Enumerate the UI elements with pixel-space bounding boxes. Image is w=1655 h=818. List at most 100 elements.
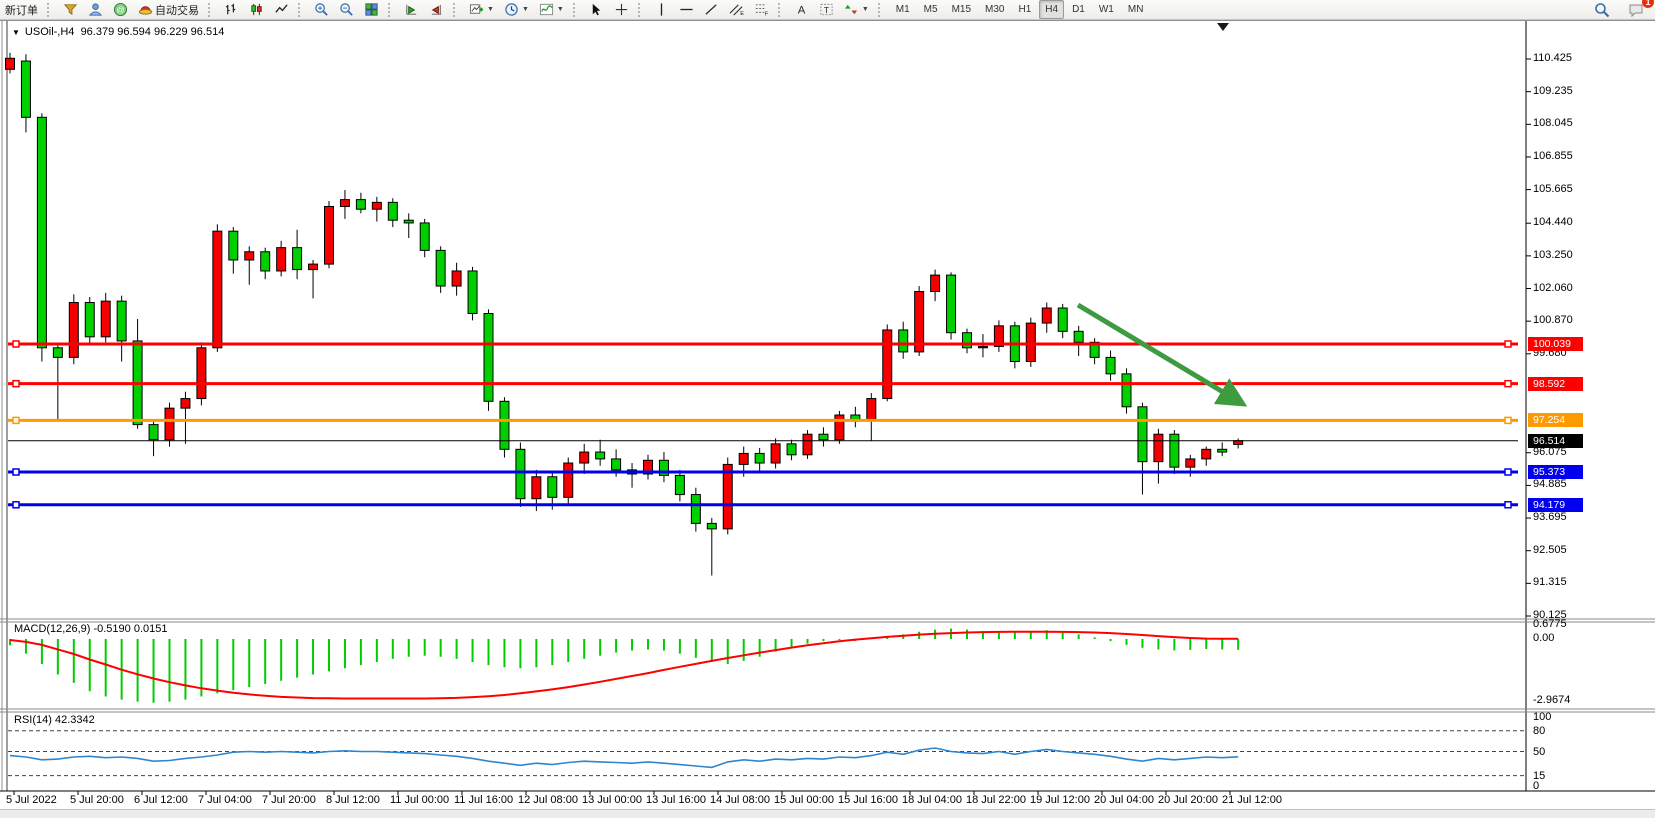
- svg-text:T: T: [824, 5, 829, 15]
- svg-text:E: E: [740, 11, 744, 17]
- timeframe-w1[interactable]: W1: [1098, 4, 1114, 15]
- rsi-indicator-label: RSI(14) 42.3342: [14, 714, 95, 726]
- toolbar-separator: [637, 2, 646, 17]
- hline-icon[interactable]: [675, 0, 698, 19]
- price-axis-label: 110.425: [1533, 52, 1572, 64]
- time-axis-label: 13 Jul 00:00: [582, 794, 642, 806]
- profile-icon[interactable]: [84, 0, 107, 19]
- price-axis-label: 100.870: [1533, 314, 1573, 327]
- text-label-icon[interactable]: T: [815, 0, 838, 19]
- zoom-out-icon[interactable]: [335, 0, 358, 19]
- rsi-axis-label: 100: [1533, 711, 1552, 723]
- price-axis-label: 94.885: [1533, 478, 1567, 491]
- search-icon[interactable]: [1590, 0, 1614, 19]
- chart-shift-icon[interactable]: [425, 0, 448, 19]
- time-axis-label: 18 Jul 04:00: [902, 794, 962, 806]
- svg-text:A: A: [798, 5, 806, 17]
- new-chart-icon[interactable]: ▼: [465, 0, 498, 19]
- time-axis-label: 14 Jul 08:00: [710, 794, 770, 806]
- timeframe-mn[interactable]: MN: [1127, 4, 1144, 15]
- price-axis-label: 106.855: [1533, 149, 1573, 162]
- timeframe-m1[interactable]: M1: [895, 4, 910, 15]
- toolbar-separator: [877, 2, 886, 17]
- fibonacci-icon[interactable]: F: [750, 0, 773, 19]
- timeframe-m30[interactable]: M30: [985, 4, 1005, 15]
- timeframe-d1[interactable]: D1: [1072, 4, 1085, 15]
- chevron-down-icon[interactable]: ▼: [521, 6, 529, 13]
- autotrade-label: 自动交易: [155, 4, 199, 17]
- macd-axis-label: 0.00: [1533, 632, 1555, 644]
- new-order-button[interactable]: 新订单: [1, 0, 42, 19]
- chart-shift-marker[interactable]: [1217, 23, 1229, 31]
- timeframe-m5[interactable]: M5: [923, 4, 938, 15]
- chart-title: ▼ USOil-,H4 96.379 96.594 96.229 96.514: [12, 26, 224, 38]
- top-toolbar: 新订单 @ 自动交易 ▼ ▼ ▼ E F A T ▼ M1 M5 M15 M30 H1 H4 D1 W1 MN 1: [0, 0, 1655, 20]
- chevron-down-icon[interactable]: ▼: [12, 28, 20, 37]
- price-axis-label: 103.250: [1533, 248, 1573, 261]
- price-level-badge: 96.514: [1528, 433, 1583, 448]
- price-axis-label: 96.075: [1533, 445, 1567, 458]
- time-axis-label: 5 Jul 2022: [6, 794, 57, 806]
- candle-chart-icon[interactable]: [245, 0, 268, 19]
- time-axis-label: 6 Jul 12:00: [134, 794, 188, 806]
- time-axis-label: 15 Jul 00:00: [774, 794, 834, 806]
- time-axis-label: 11 Jul 00:00: [390, 794, 450, 806]
- price-level-badge: 98.592: [1528, 376, 1583, 391]
- status-bar: [0, 809, 1655, 818]
- svg-text:@: @: [116, 4, 125, 14]
- macd-axis-label: 0.6775: [1533, 617, 1567, 630]
- time-axis-label: 12 Jul 08:00: [518, 794, 578, 806]
- trend-arrow-annotation: [1076, 302, 1248, 407]
- time-axis-label: 13 Jul 16:00: [646, 794, 706, 806]
- time-axis-label: 19 Jul 12:00: [1030, 794, 1090, 806]
- time-axis-label: 7 Jul 20:00: [262, 794, 316, 806]
- timeframe-h4[interactable]: H4: [1039, 0, 1065, 19]
- timeframe-h1[interactable]: H1: [1018, 4, 1032, 15]
- toolbar-separator: [572, 2, 581, 17]
- zoom-in-icon[interactable]: [310, 0, 333, 19]
- text-icon[interactable]: A: [790, 0, 813, 19]
- macd-axis-label: -2.9674: [1533, 694, 1571, 706]
- toolbar-separator: [298, 2, 306, 17]
- cursor-icon[interactable]: [585, 0, 608, 19]
- price-axis-label: 108.045: [1533, 117, 1573, 130]
- bar-chart-icon[interactable]: [220, 0, 243, 19]
- time-axis-label: 15 Jul 16:00: [838, 794, 898, 806]
- crosshair-icon[interactable]: [610, 0, 633, 19]
- rsi-axis-label: 0: [1533, 780, 1540, 792]
- price-level-badge: 95.373: [1528, 465, 1583, 479]
- notification-badge: 1: [1642, 0, 1654, 8]
- clock-icon[interactable]: ▼: [500, 0, 533, 19]
- community-icon[interactable]: @: [109, 0, 132, 19]
- time-axis-label: 7 Jul 04:00: [198, 794, 252, 806]
- trendline-icon[interactable]: [700, 0, 723, 19]
- autotrade-button[interactable]: 自动交易: [134, 0, 203, 19]
- toolbar-separator: [47, 2, 55, 17]
- channel-icon[interactable]: E: [725, 0, 748, 19]
- time-axis-label: 20 Jul 04:00: [1094, 794, 1154, 806]
- time-axis-label: 21 Jul 12:00: [1222, 794, 1282, 806]
- funnel-icon[interactable]: [59, 0, 82, 19]
- svg-text:F: F: [765, 12, 769, 17]
- chevron-down-icon[interactable]: ▼: [556, 6, 564, 13]
- price-axis-label: 92.505: [1533, 543, 1567, 556]
- time-axis-label: 11 Jul 16:00: [454, 794, 514, 806]
- auto-scroll-icon[interactable]: [400, 0, 423, 19]
- chat-icon[interactable]: 1: [1624, 0, 1654, 19]
- shapes-icon[interactable]: ▼: [840, 0, 873, 19]
- toolbar-separator: [777, 2, 786, 17]
- indicators-icon[interactable]: ▼: [535, 0, 568, 19]
- line-chart-icon[interactable]: [270, 0, 293, 19]
- time-axis-label: 8 Jul 12:00: [326, 794, 380, 806]
- tile-windows-icon[interactable]: [360, 0, 383, 19]
- price-axis-label: 91.315: [1533, 576, 1567, 589]
- rsi-axis-label: 50: [1533, 745, 1546, 758]
- vline-icon[interactable]: [650, 0, 673, 19]
- chart-window[interactable]: ▼ USOil-,H4 96.379 96.594 96.229 96.514 M…: [0, 20, 1655, 818]
- chevron-down-icon[interactable]: ▼: [861, 6, 869, 13]
- time-axis-label: 20 Jul 20:00: [1158, 794, 1218, 806]
- chevron-down-icon[interactable]: ▼: [487, 6, 494, 13]
- price-chart-canvas[interactable]: [0, 21, 1655, 817]
- price-level-badge: 97.254: [1528, 413, 1583, 428]
- timeframe-m15[interactable]: M15: [951, 4, 972, 15]
